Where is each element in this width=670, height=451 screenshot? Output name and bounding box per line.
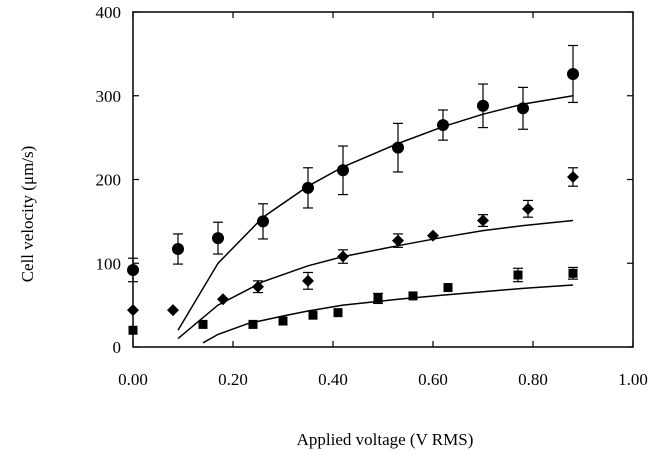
diamond-point <box>522 202 534 215</box>
square-point <box>373 293 383 303</box>
square-point <box>198 319 208 329</box>
circle-point <box>337 164 349 177</box>
square-point <box>128 325 138 335</box>
plot-border <box>132 11 634 348</box>
plot-frame <box>132 11 634 348</box>
square-point <box>443 283 453 293</box>
x-tick-label: 0.40 <box>318 370 348 389</box>
diamond-point <box>167 304 179 317</box>
y-tick-label: 100 <box>96 254 122 273</box>
x-tick-label: 0.80 <box>518 370 548 389</box>
x-axis-title: Applied voltage (V RMS) <box>297 430 474 449</box>
diamond-point <box>392 234 404 247</box>
y-tick-label: 300 <box>96 87 122 106</box>
fit-lines <box>177 95 574 344</box>
circle-point <box>477 99 489 112</box>
diamond-point <box>302 274 314 287</box>
circle-point <box>212 232 224 245</box>
circle-point <box>517 102 529 115</box>
square-point <box>278 316 288 326</box>
y-axis-title: Cell velocity (μm/s) <box>18 146 37 283</box>
square-point <box>308 310 318 320</box>
circle-point <box>567 67 579 80</box>
x-tick-label: 0.60 <box>418 370 448 389</box>
circle-point <box>437 119 449 132</box>
square-point <box>568 268 578 278</box>
circle-point <box>127 263 139 276</box>
error-bars <box>128 44 578 305</box>
circle-point <box>392 141 404 154</box>
diamond-point <box>252 280 264 293</box>
diamond-point <box>427 229 439 242</box>
diamond-point <box>217 293 229 306</box>
diamond-fit-line <box>177 219 574 340</box>
x-tick-label: 0.20 <box>218 370 248 389</box>
square-fit-line <box>202 284 574 344</box>
diamond-point <box>567 170 579 183</box>
y-tick-label: 0 <box>113 338 122 357</box>
y-tick-label: 200 <box>96 171 122 190</box>
y-tick-label: 400 <box>96 3 122 22</box>
square-point <box>513 270 523 280</box>
axis-ticks <box>132 11 634 348</box>
diamond-point <box>477 214 489 227</box>
circle-fit-line <box>177 95 574 331</box>
square-point <box>408 291 418 301</box>
square-point <box>333 308 343 318</box>
circle-point <box>302 181 314 194</box>
x-tick-label: 0.00 <box>118 370 148 389</box>
square-point <box>248 319 258 329</box>
circle-point <box>257 215 269 228</box>
x-tick-label: 1.00 <box>618 370 648 389</box>
tick-labels: 0.00 0.20 0.40 0.60 0.80 1.00 0 100 200 300 400 <box>96 3 648 389</box>
diamond-point <box>337 250 349 263</box>
diamond-point <box>127 304 139 317</box>
circle-point <box>172 243 184 256</box>
markers <box>127 67 579 335</box>
